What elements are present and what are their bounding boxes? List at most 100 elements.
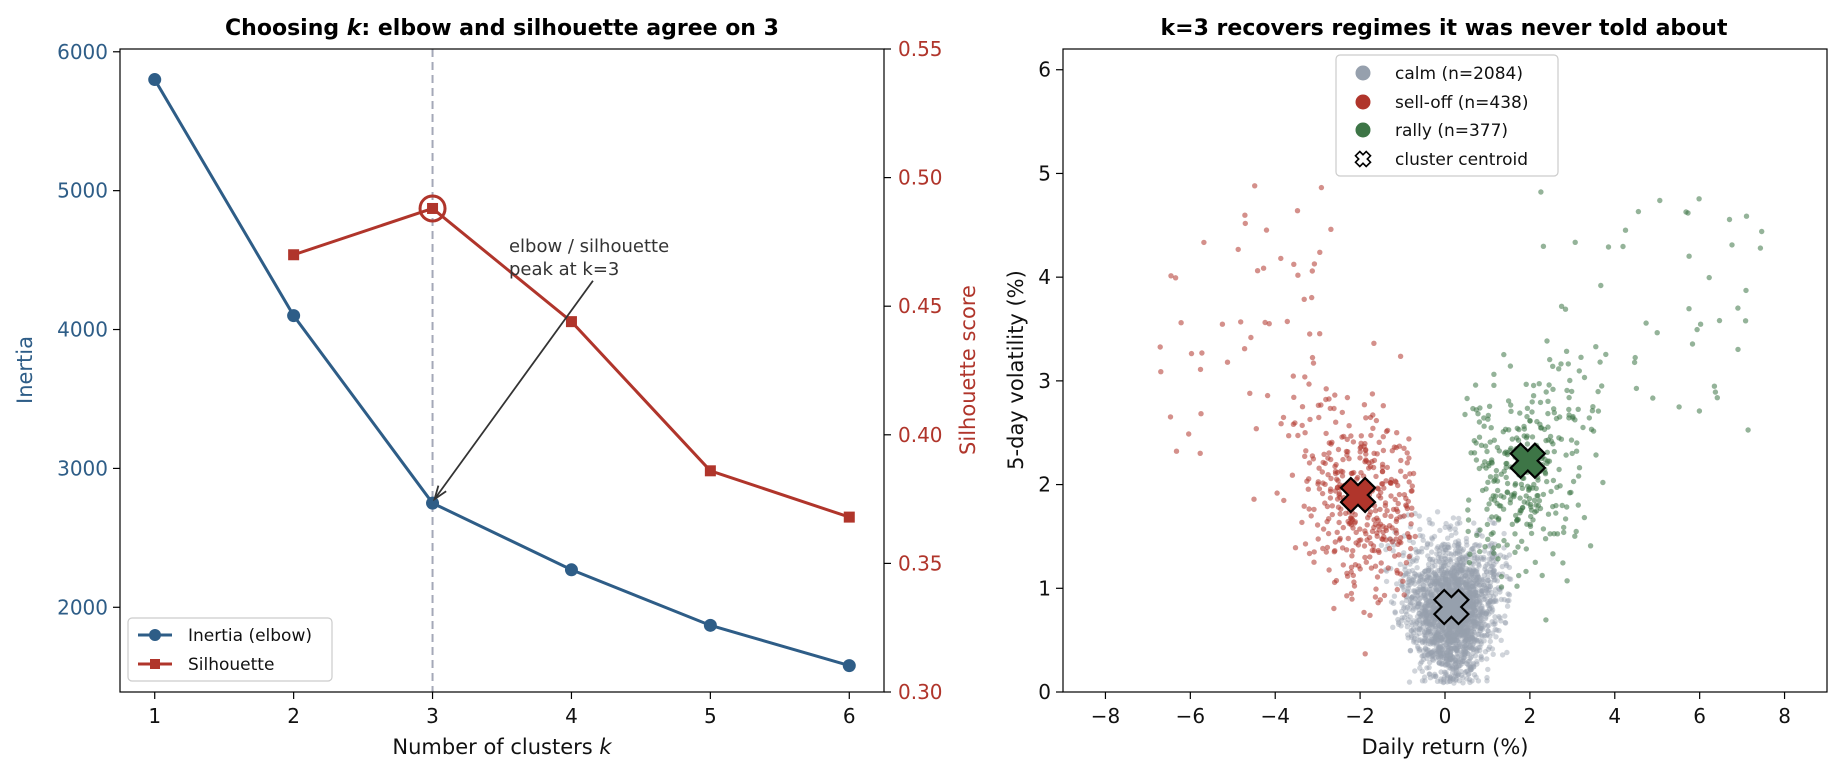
calm-point	[1420, 620, 1426, 627]
rally-point	[1473, 457, 1480, 463]
calm-point	[1485, 628, 1491, 634]
calm-point	[1477, 542, 1483, 548]
selloff-point	[1363, 458, 1370, 464]
calm-point	[1489, 609, 1495, 615]
calm-point	[1451, 577, 1458, 583]
calm-point	[1464, 574, 1470, 580]
calm-point	[1466, 578, 1473, 584]
calm-point	[1440, 679, 1447, 686]
calm-point	[1455, 575, 1462, 581]
rally-point	[1521, 499, 1528, 505]
rally-point	[1686, 253, 1692, 259]
calm-point	[1448, 645, 1455, 652]
calm-point	[1476, 637, 1483, 644]
rally-point	[1491, 371, 1497, 377]
calm-point	[1461, 655, 1467, 661]
calm-point	[1463, 555, 1469, 561]
calm-point	[1474, 554, 1481, 560]
calm-point	[1483, 569, 1490, 575]
calm-point	[1428, 617, 1435, 624]
selloff-point	[1325, 455, 1331, 461]
calm-point	[1453, 633, 1460, 639]
rally-point	[1495, 556, 1501, 562]
rally-point	[1546, 382, 1552, 388]
calm-point	[1433, 637, 1439, 643]
calm-point	[1442, 546, 1449, 553]
calm-point	[1432, 631, 1438, 637]
calm-point	[1411, 618, 1417, 624]
selloff-point	[1353, 529, 1359, 536]
rally-point	[1507, 363, 1514, 369]
calm-point	[1430, 601, 1436, 607]
calm-point	[1457, 559, 1464, 566]
calm-point	[1422, 576, 1428, 582]
calm-point	[1451, 635, 1457, 642]
rally-point	[1676, 404, 1682, 410]
rally-point	[1563, 348, 1570, 354]
calm-point	[1438, 636, 1445, 642]
calm-point	[1496, 627, 1502, 634]
calm-point	[1417, 660, 1424, 667]
calm-point	[1412, 588, 1418, 594]
calm-point	[1438, 582, 1444, 588]
calm-point	[1423, 646, 1429, 652]
calm-point	[1463, 649, 1469, 656]
calm-point	[1482, 596, 1488, 602]
left-y-tick-label: 5000	[57, 179, 108, 203]
calm-point	[1458, 631, 1464, 638]
calm-point	[1465, 617, 1471, 623]
calm-point	[1435, 581, 1442, 587]
rally-point	[1632, 354, 1638, 361]
calm-point	[1476, 577, 1482, 583]
calm-point	[1455, 664, 1462, 670]
calm-point	[1444, 568, 1451, 575]
calm-point	[1428, 613, 1434, 619]
selloff-point	[1373, 586, 1379, 592]
selloff-point	[1348, 470, 1355, 477]
calm-point	[1474, 598, 1480, 604]
calm-point	[1502, 613, 1508, 619]
calm-point	[1474, 637, 1480, 643]
selloff-point	[1365, 515, 1371, 521]
calm-point	[1454, 629, 1461, 635]
calm-point	[1479, 633, 1485, 639]
calm-point	[1421, 578, 1427, 584]
calm-point	[1459, 569, 1465, 575]
calm-point	[1423, 618, 1429, 625]
rally-point	[1545, 424, 1551, 430]
calm-point	[1412, 546, 1419, 553]
calm-point	[1492, 598, 1498, 604]
selloff-point	[1332, 468, 1339, 475]
calm-point	[1489, 599, 1496, 605]
calm-point	[1416, 606, 1422, 613]
calm-point	[1442, 560, 1448, 566]
selloff-point	[1396, 491, 1403, 498]
rally-point	[1550, 551, 1556, 557]
selloff-point	[1242, 212, 1248, 218]
selloff-point	[1294, 208, 1301, 214]
calm-point	[1492, 587, 1499, 593]
rally-point	[1515, 516, 1522, 523]
rally-point	[1568, 437, 1575, 443]
calm-point	[1425, 615, 1432, 621]
calm-point	[1462, 669, 1468, 676]
calm-point	[1388, 599, 1395, 605]
calm-point	[1454, 571, 1460, 577]
calm-point	[1454, 637, 1461, 644]
calm-point	[1421, 582, 1427, 588]
calm-point	[1428, 582, 1434, 589]
calm-point	[1471, 520, 1477, 526]
calm-point	[1460, 630, 1466, 636]
calm-point	[1457, 624, 1464, 631]
calm-point	[1430, 620, 1437, 627]
selloff-point	[1332, 392, 1338, 398]
calm-point	[1462, 579, 1468, 586]
calm-point	[1462, 573, 1468, 579]
rally-point	[1471, 438, 1478, 444]
calm-point	[1424, 648, 1430, 655]
selloff-point	[1281, 497, 1287, 504]
calm-point	[1439, 543, 1445, 549]
selloff-point	[1350, 439, 1357, 445]
calm-point	[1453, 571, 1460, 578]
calm-point	[1450, 575, 1456, 582]
